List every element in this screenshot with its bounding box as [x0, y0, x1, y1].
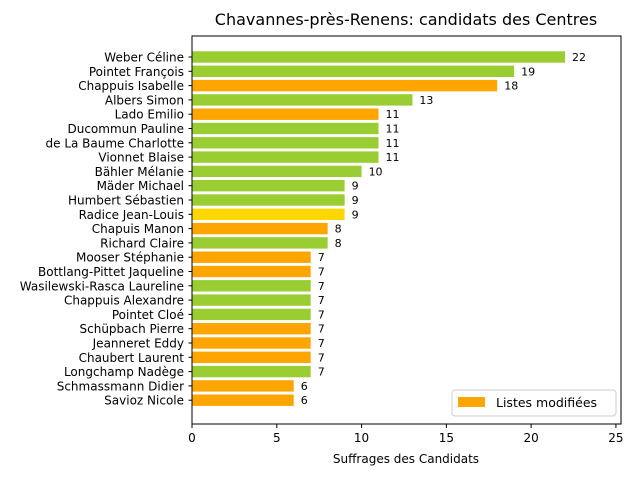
- bar: [192, 94, 413, 106]
- bar: [192, 165, 362, 178]
- bar: [192, 280, 311, 292]
- legend-label: Listes modifiées: [496, 395, 597, 410]
- y-tick-label: Chaubert Laurent: [79, 351, 185, 365]
- value-label: 18: [504, 80, 518, 93]
- bar: [192, 237, 328, 249]
- bar: [192, 365, 311, 378]
- bar: [192, 251, 311, 263]
- y-tick-label: Vionnet Blaise: [98, 151, 184, 165]
- value-label: 9: [352, 208, 359, 221]
- y-tick-label: Chapuis Manon: [92, 222, 184, 236]
- value-label: 7: [318, 280, 325, 293]
- value-label: 7: [318, 323, 325, 336]
- bar: [192, 122, 379, 135]
- value-label: 8: [335, 237, 342, 250]
- value-label: 9: [352, 194, 359, 207]
- value-label: 11: [386, 151, 400, 164]
- bar: [192, 265, 311, 278]
- bar: [192, 194, 345, 206]
- bar: [192, 380, 294, 392]
- bar: [192, 51, 566, 63]
- y-tick-label: Pointet Cloé: [112, 308, 184, 322]
- y-tick-label: Bottlang-Pittet Jaqueline: [38, 265, 184, 279]
- value-label: 7: [318, 366, 325, 379]
- value-label: 7: [318, 337, 325, 350]
- y-tick-label: Chappuis Alexandre: [64, 294, 184, 308]
- value-label: 7: [318, 294, 325, 307]
- value-label: 7: [318, 266, 325, 279]
- y-tick-label: de La Baume Charlotte: [46, 136, 185, 150]
- y-tick-label: Richard Claire: [100, 236, 184, 250]
- x-tick-label: 0: [188, 431, 196, 445]
- y-tick-label: Mooser Stéphanie: [76, 251, 184, 265]
- bar: [192, 108, 379, 120]
- x-tick-label: 15: [439, 431, 454, 445]
- bar: [192, 137, 379, 149]
- value-label: 6: [301, 380, 308, 393]
- value-label: 11: [386, 123, 400, 136]
- bar: [192, 208, 345, 220]
- bar: [192, 65, 515, 77]
- bar: [192, 151, 379, 163]
- value-label: 7: [318, 251, 325, 264]
- value-label: 13: [419, 94, 433, 107]
- legend-box: [451, 389, 617, 417]
- legend[interactable]: Listes modifiées: [451, 389, 617, 417]
- bar: [192, 351, 311, 363]
- value-label: 11: [386, 108, 400, 121]
- bars-group: [192, 51, 566, 406]
- y-tick-label: Weber Céline: [104, 51, 184, 65]
- x-tick-label: 10: [354, 431, 369, 445]
- y-tick-label: Savioz Nicole: [104, 394, 184, 408]
- y-tick-label: Albers Simon: [105, 93, 184, 107]
- value-label: 19: [521, 65, 535, 78]
- x-tick-label: 5: [273, 431, 281, 445]
- chart-title: Chavannes-près-Renens: candidats des Cen…: [215, 10, 597, 29]
- y-tick-label: Bähler Mélanie: [95, 165, 184, 179]
- x-tick-label: 25: [608, 431, 623, 445]
- value-label: 11: [386, 137, 400, 150]
- bar: [192, 323, 311, 335]
- value-label: 7: [318, 351, 325, 364]
- value-label: 7: [318, 308, 325, 321]
- value-label: 9: [352, 180, 359, 193]
- y-tick-label: Pointet François: [89, 65, 184, 79]
- y-tick-label: Schmassmann Didier: [57, 379, 184, 393]
- y-tick-label: Humbert Sébastien: [68, 194, 184, 208]
- value-label: 10: [369, 165, 383, 178]
- x-axis-ticks: 0 5 10 15 20 25: [188, 424, 624, 445]
- y-tick-label: Longchamp Nadège: [64, 365, 184, 379]
- legend-swatch: [458, 397, 485, 407]
- y-tick-label: Ducommun Pauline: [67, 122, 184, 136]
- y-tick-label: Wasilewski-Rasca Laureline: [20, 279, 184, 293]
- y-tick-label: Jeanneret Eddy: [92, 337, 184, 351]
- y-tick-label: Schüpbach Pierre: [80, 322, 185, 336]
- value-label: 8: [335, 223, 342, 236]
- bar: [192, 180, 345, 192]
- plot-frame: [191, 35, 622, 425]
- y-tick-label: Radice Jean-Louis: [79, 208, 184, 222]
- bar: [192, 308, 311, 321]
- value-label: 22: [572, 51, 586, 64]
- y-tick-label: Chappuis Isabelle: [78, 79, 184, 93]
- bar: [192, 294, 311, 306]
- bar: [192, 79, 498, 92]
- bar: [192, 337, 311, 349]
- x-axis-label: Suffrages des Candidats: [333, 452, 479, 466]
- y-tick-label: Lado Emilio: [115, 108, 184, 122]
- y-tick-label: Mäder Michael: [97, 179, 184, 193]
- value-label: 6: [301, 394, 308, 407]
- x-tick-label: 20: [523, 431, 538, 445]
- bar: [192, 222, 328, 235]
- bar: [192, 394, 294, 406]
